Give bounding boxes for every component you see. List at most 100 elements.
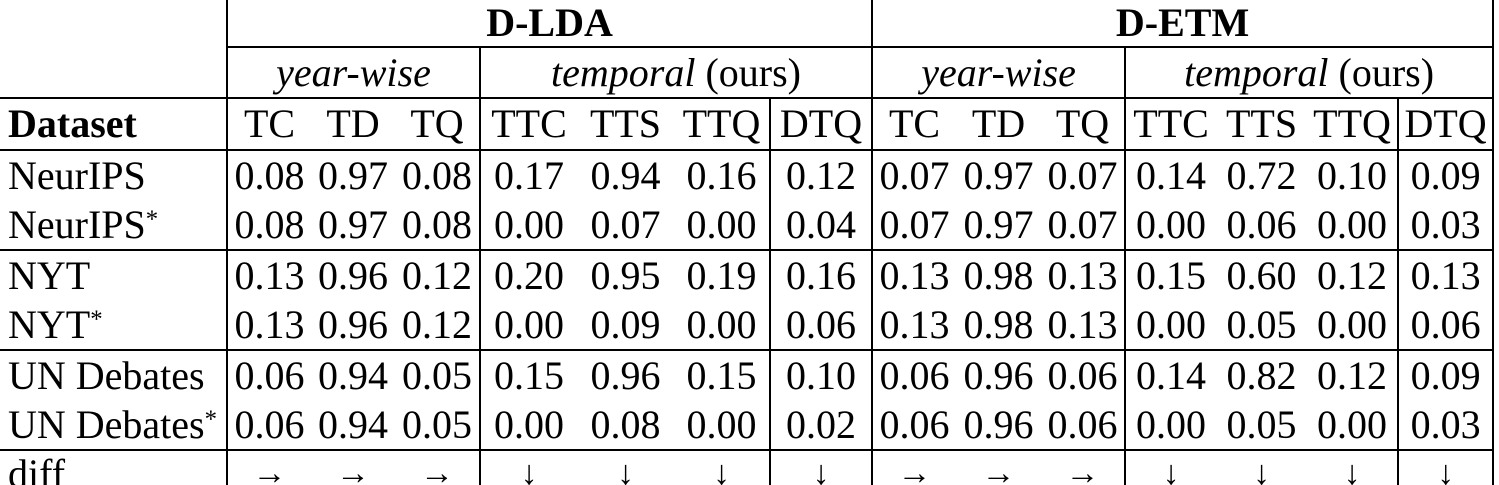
metric-value: 0.98 [956,300,1042,351]
metric-value: 0.96 [963,352,1034,398]
col-header-tc-dlda: TC [226,98,311,151]
temporal-label-italic: temporal [551,49,696,95]
metric-value: 0.00 [674,200,770,251]
col-header-td-dlda: TD [311,98,395,151]
dataset-star: * [145,205,159,233]
metric-value: 0.05 [402,352,472,398]
temporal-label-italic: temporal [1184,49,1329,95]
metric-value: 0.00 [1124,400,1217,451]
diff-arrow-down-icon: ↓ [1124,450,1217,485]
metric-value: 0.96 [590,352,661,398]
dataset-name-text: NeurIPS [8,201,146,247]
temporal-label-plain: (ours) [1328,49,1435,95]
metric-value: 0.94 [318,352,388,398]
metric-value: 0.12 [395,300,480,351]
table-row-un-debates: UN Debates 0.06 0.94 0.05 0.15 0.96 0.15… [0,350,1495,400]
metric-value: 0.00 [1307,200,1399,251]
metric-value: 0.00 [1307,400,1399,451]
table-row-neurips-star: NeurIPS* 0.08 0.97 0.08 0.00 0.07 0.00 0… [0,200,1495,251]
dataset-name-text: UN Debates [8,352,205,398]
model-group-header-row: D-LDA D-ETM [0,0,1495,48]
metric-value: 0.97 [956,200,1042,251]
col-header-ttc-detm: TTC [1124,98,1217,151]
metric-value: 0.94 [311,400,395,451]
metric-value: 0.98 [963,252,1034,298]
metric-value: 0.09 [577,300,674,351]
diff-arrow-down-icon: ↓ [1397,450,1495,485]
subgroup-header-temporal-detm: temporal (ours) [1124,47,1495,99]
dataset-name: UN Debates [0,350,227,400]
col-header-td-detm: TD [956,98,1042,151]
diff-arrow-down-icon: ↓ [1343,455,1361,485]
metric-value: 0.06 [1047,352,1118,398]
metric-value: 0.00 [479,400,577,451]
metric-value: 0.10 [768,350,873,400]
metric-value: 0.08 [402,152,472,198]
col-header-tts-detm: TTS [1216,98,1308,151]
metric-value: 0.02 [768,400,873,451]
metric-value: 0.96 [318,252,388,298]
metric-value: 0.10 [1317,152,1388,198]
metric-value: 0.13 [226,300,311,351]
metric-value: 0.00 [479,300,577,351]
metric-value: 0.06 [768,300,873,351]
diff-arrow-right-icon: → [981,455,1016,485]
metric-value: 0.00 [1124,200,1217,251]
col-header-dtq-detm: DTQ [1397,98,1495,151]
metric-value: 0.07 [1041,200,1126,251]
metric-value: 0.17 [479,150,577,200]
diff-arrow-right-icon: → [871,450,957,485]
metric-value: 0.08 [395,200,480,251]
metric-value: 0.16 [686,152,757,198]
diff-label: diff [8,451,66,485]
table-row-nyt-star: NYT* 0.13 0.96 0.12 0.00 0.09 0.00 0.06 … [0,300,1495,351]
metric-value: 0.16 [768,250,873,300]
subgroup-header-yearwise-dlda: year-wise [226,47,480,99]
metric-value: 0.12 [1317,352,1388,398]
metric-value: 0.19 [686,252,757,298]
metric-value: 0.13 [226,250,311,300]
col-header-tq-dlda: TQ [395,98,480,151]
metric-value: 0.12 [1317,252,1388,298]
dataset-name: NeurIPS [0,150,227,200]
metric-value: 0.97 [318,152,388,198]
diff-arrow-down-icon: ↓ [713,455,730,485]
corner-blank [0,0,227,47]
metric-value: 0.09 [1397,350,1495,400]
metric-value: 0.13 [1397,250,1495,300]
metric-value: 0.03 [1397,400,1495,451]
subgroup-header-yearwise-detm: year-wise [871,47,1126,99]
metric-value: 0.06 [871,350,957,400]
diff-row: diff → → → ↓ ↓ ↓ ↓ → → → ↓ ↓ ↓ ↓ [0,450,1495,485]
metric-value: 0.06 [226,400,311,451]
dataset-header: Dataset [0,98,227,151]
subgroup-header-temporal-dlda: temporal (ours) [478,47,873,99]
metric-value: 0.96 [311,300,395,351]
metric-value: 0.04 [768,200,873,251]
metric-value: 0.06 [1216,200,1308,251]
metric-value: 0.82 [1226,352,1297,398]
metric-value: 0.07 [577,200,674,251]
subgroup-header-row: year-wise temporal (ours) year-wise temp… [0,47,1495,99]
metric-value: 0.06 [1041,400,1126,451]
metric-value: 0.08 [226,150,311,200]
table-row-un-debates-star: UN Debates* 0.06 0.94 0.05 0.00 0.08 0.0… [0,400,1495,451]
diff-arrow-right-icon: → [420,455,454,485]
metric-value: 0.08 [577,400,674,451]
metric-value: 0.94 [590,152,661,198]
metric-value: 0.97 [963,152,1034,198]
metric-value: 0.97 [311,200,395,251]
metric-value: 0.03 [1397,200,1495,251]
metric-value: 0.95 [590,252,661,298]
metric-value: 0.96 [956,400,1042,451]
dataset-name-text: UN Debates [8,401,205,447]
table-row-nyt: NYT 0.13 0.96 0.12 0.20 0.95 0.19 0.16 0… [0,250,1495,300]
col-header-ttq-dlda: TTQ [674,98,770,151]
metric-value: 0.13 [1041,300,1126,351]
metric-value: 0.14 [1124,150,1217,200]
dataset-name: NYT* [0,300,227,351]
dataset-star: * [90,305,103,333]
metric-value: 0.05 [1216,300,1308,351]
metric-value: 0.06 [1397,300,1495,351]
